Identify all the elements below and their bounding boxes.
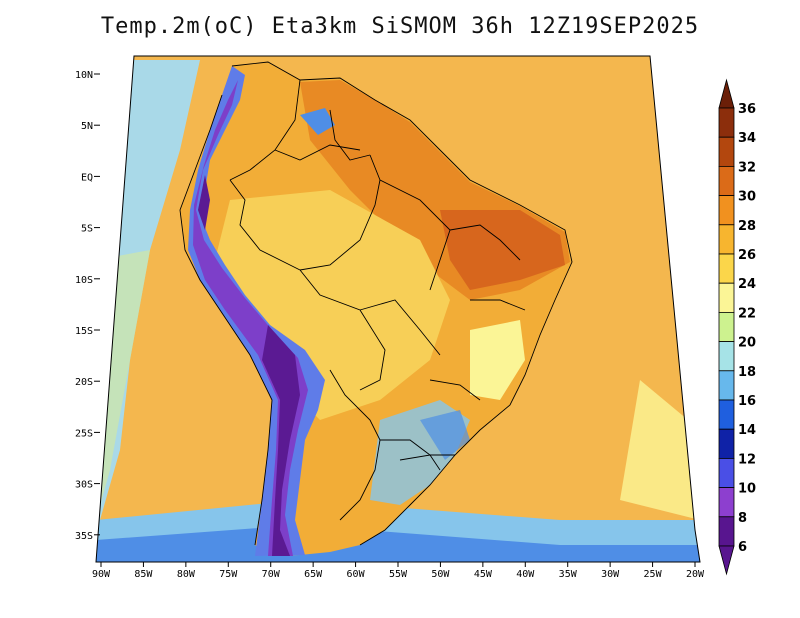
colorbar-swatch — [718, 107, 735, 138]
lat-tick-label: 10N — [75, 70, 93, 81]
colorbar-label: 22 — [738, 306, 756, 321]
south-atlantic-blue — [96, 525, 700, 562]
lon-tick-label: 45W — [474, 569, 493, 580]
colorbar-label: 8 — [738, 511, 747, 526]
colorbar-swatch — [718, 516, 735, 547]
colorbar-swatch — [718, 487, 735, 518]
map-field — [96, 56, 700, 562]
northeast-hot — [440, 210, 565, 290]
colorbar-label: 16 — [738, 394, 756, 409]
colorbar-swatch — [718, 282, 735, 313]
map-frame — [95, 55, 701, 563]
colorbar-swatch — [718, 457, 735, 488]
lon-tick-label: 50W — [431, 569, 450, 580]
colorbar-label: 20 — [738, 336, 756, 351]
colorbar-label: 34 — [738, 131, 756, 146]
lat-tick-label: 5N — [81, 121, 93, 132]
lon-tick-label: 65W — [304, 569, 323, 580]
colorbar-swatch — [718, 165, 735, 196]
andes-cold-core — [262, 325, 300, 556]
lat-tick-label: 5S — [81, 224, 93, 235]
colorbar-swatch — [718, 253, 735, 284]
lon-tick-label: 90W — [92, 569, 111, 580]
colorbar-swatch — [718, 195, 735, 226]
lat-tick-label: 20S — [75, 377, 93, 388]
map-title: Temp.2m(oC) Eta3km SiSMOM 36h 12Z19SEP20… — [100, 14, 700, 39]
guiana-highland-cool — [300, 108, 335, 135]
colorbar-label: 36 — [738, 102, 756, 117]
lat-tick-label: 35S — [75, 531, 93, 542]
colorbar-label: 26 — [738, 248, 756, 263]
lon-tick-label: 70W — [262, 569, 281, 580]
colorbar-swatch — [718, 136, 735, 167]
colorbar-label: 14 — [738, 423, 756, 438]
minas-mild — [470, 320, 525, 400]
colorbar-label: 6 — [738, 540, 747, 555]
latitude-axis: 10N 5N EQ 5S 10S 15S 20S 25S 30S 35S — [75, 70, 100, 542]
colorbar-label: 28 — [738, 219, 756, 234]
colorbar-label: 24 — [738, 277, 756, 292]
colorbar-swatch — [718, 341, 735, 372]
southeast-blue — [420, 410, 470, 460]
colorbar-swatch — [718, 370, 735, 401]
colorbar-swatch — [718, 224, 735, 255]
lat-tick-label: 10S — [75, 275, 93, 286]
lon-tick-label: 80W — [177, 569, 196, 580]
colorbar-swatch — [718, 428, 735, 459]
colorbar-label: 10 — [738, 482, 756, 497]
colorbar-label: 30 — [738, 190, 756, 205]
colorbar-bottom-arrow — [718, 545, 735, 576]
lon-tick-label: 55W — [389, 569, 408, 580]
colorbar-label: 18 — [738, 365, 756, 380]
lat-tick-label: 30S — [75, 480, 93, 491]
longitude-axis: 90W 85W 80W 75W 70W 65W 60W 55W 50W 45W 40W 35W 30W 2… — [92, 562, 705, 580]
lat-tick-label: EQ — [81, 172, 93, 183]
colorbar-swatch — [718, 399, 735, 430]
lon-tick-label: 60W — [347, 569, 366, 580]
lon-tick-label: 25W — [644, 569, 663, 580]
colorbar-label: 32 — [738, 160, 756, 175]
east-atlantic-mild — [620, 380, 700, 520]
lon-tick-label: 75W — [219, 569, 238, 580]
political-borders — [179, 61, 573, 546]
lon-tick-label: 85W — [134, 569, 153, 580]
colorbar-swatch — [718, 311, 735, 342]
colorbar-top-arrow — [718, 78, 735, 109]
lon-tick-label: 40W — [516, 569, 535, 580]
lon-tick-label: 20W — [686, 569, 705, 580]
andes-north-cold — [198, 175, 210, 230]
lon-tick-label: 35W — [559, 569, 578, 580]
lat-tick-label: 25S — [75, 428, 93, 439]
lat-tick-label: 15S — [75, 326, 93, 337]
lon-tick-label: 30W — [601, 569, 620, 580]
colorbar-label: 12 — [738, 452, 756, 467]
colorbar: 36 34 32 30 28 26 24 22 20 18 16 14 12 10 8 6 — [718, 78, 756, 576]
